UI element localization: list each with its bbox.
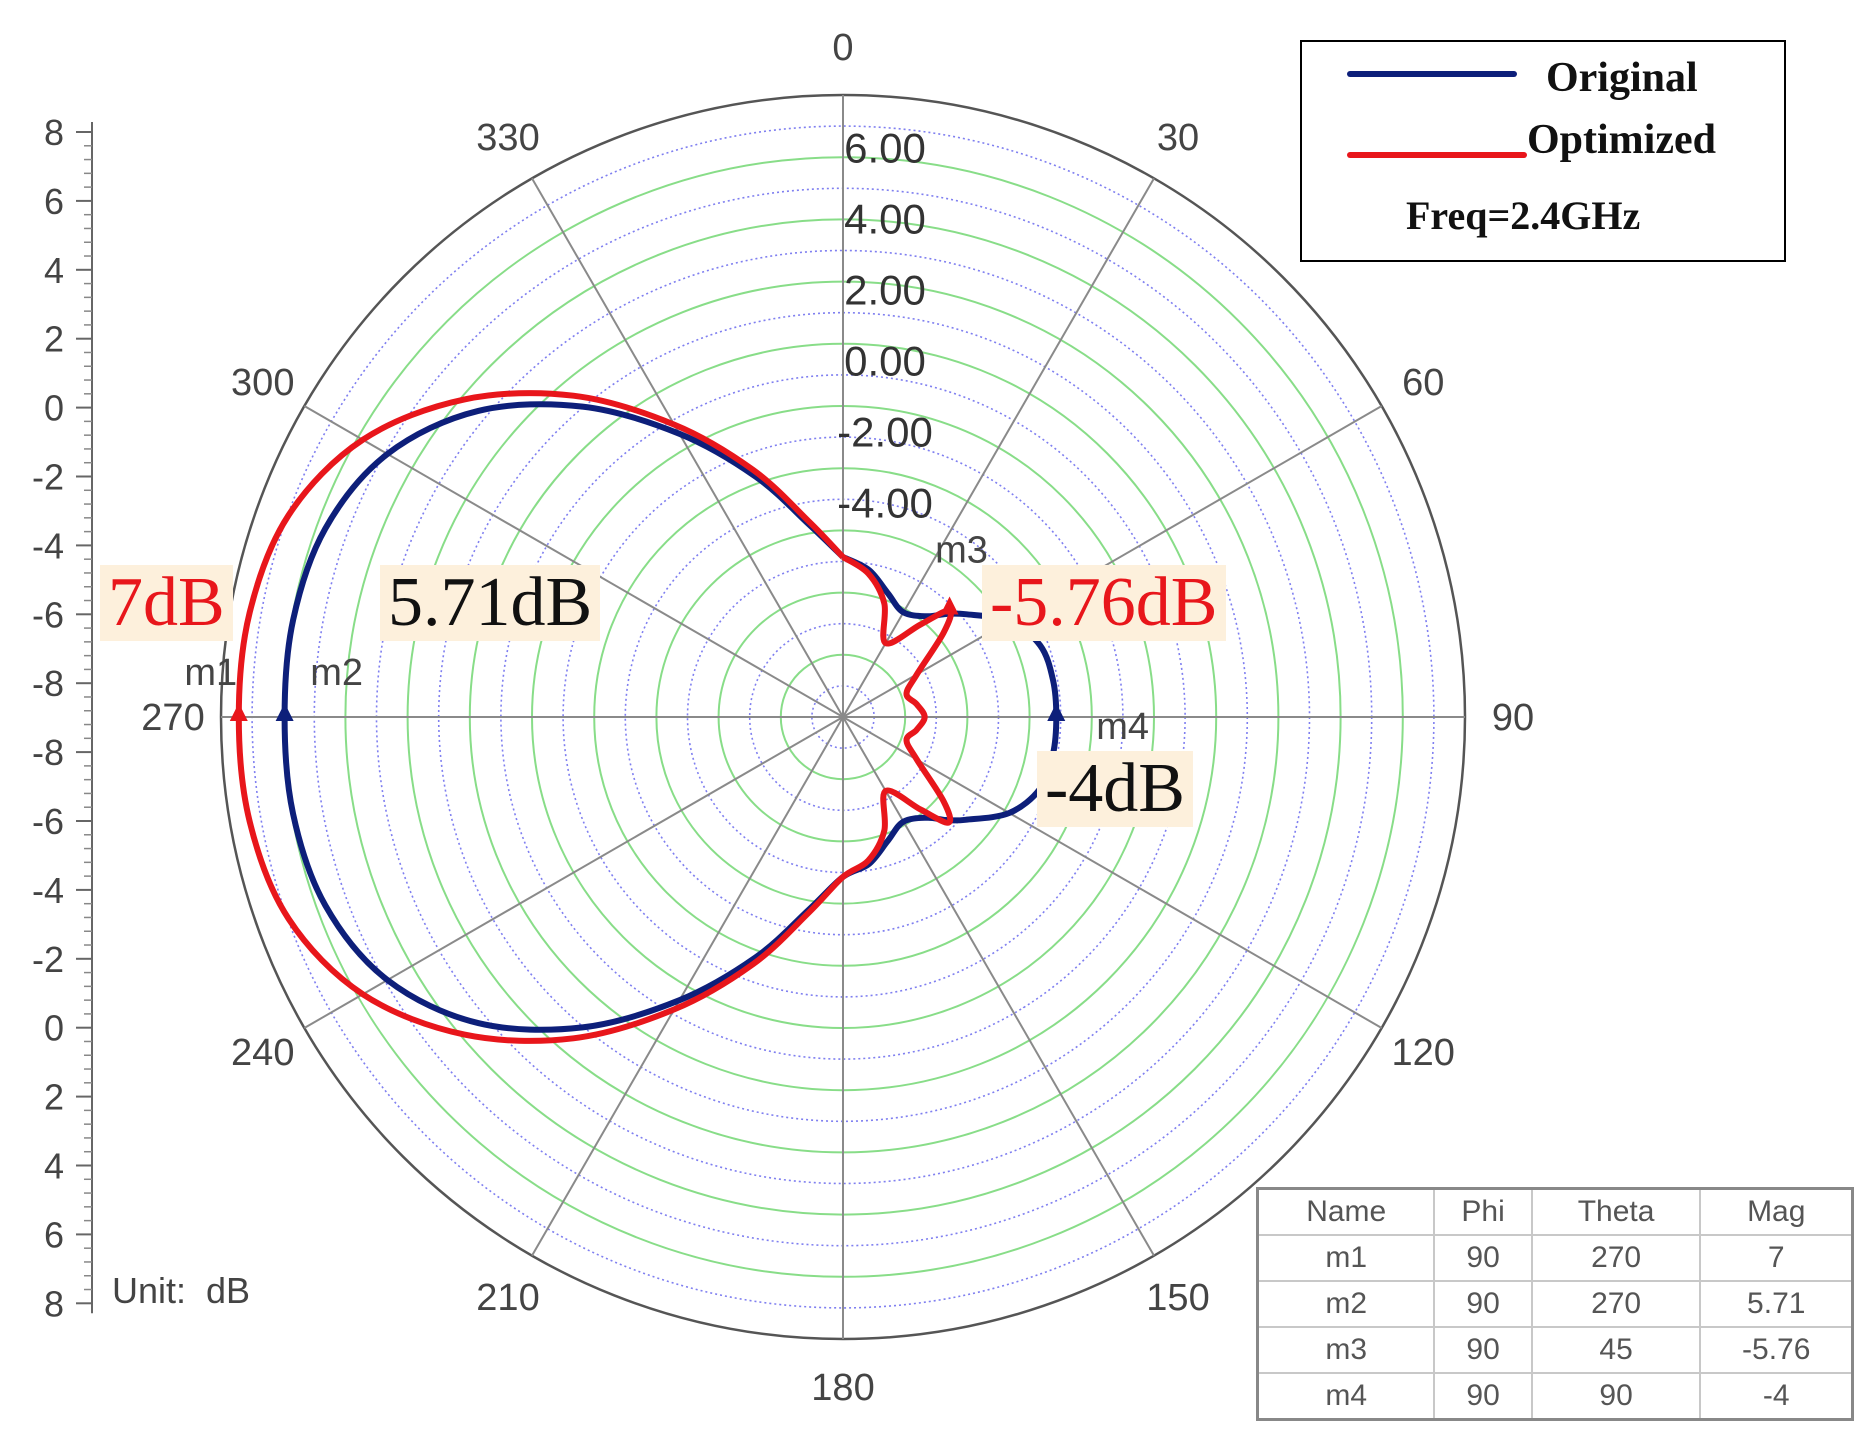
- left-axis-tick-label: -6: [32, 801, 64, 842]
- cell-phi: 90: [1433, 1372, 1533, 1421]
- angle-tick-label: 270: [141, 697, 204, 739]
- legend-label-original: Original: [1546, 55, 1698, 101]
- table-row: m2 90 270 5.71: [1256, 1280, 1854, 1328]
- header-theta: Theta: [1530, 1187, 1702, 1236]
- cell-name: m4: [1256, 1372, 1436, 1421]
- marker-m2-label: m2: [310, 652, 363, 694]
- angle-tick-label: 150: [1146, 1277, 1209, 1319]
- radial-tick-label: 6.00: [844, 124, 926, 171]
- grid-spoke: [842, 177, 1155, 718]
- marker-table: Name Phi Theta Mag m1 90 270 7 m2 90 270…: [1256, 1187, 1854, 1421]
- marker-m3-label: m3: [935, 529, 988, 571]
- left-axis-tick-label: 4: [44, 250, 64, 291]
- grid-spoke: [842, 716, 1155, 1257]
- legend-line-original: [1347, 71, 1517, 77]
- grid-spoke: [842, 716, 1383, 1029]
- legend-label-optimized: Optimized: [1527, 117, 1716, 163]
- cell-theta: 90: [1530, 1372, 1702, 1421]
- cell-theta: 45: [1530, 1326, 1702, 1374]
- radial-tick-label: 4.00: [844, 195, 926, 242]
- radial-tick-label: 2.00: [844, 266, 926, 313]
- cell-mag: 5.71: [1699, 1280, 1854, 1328]
- table-row: m3 90 45 -5.76: [1256, 1326, 1854, 1374]
- polar-grid: [219, 93, 1467, 1341]
- table-row: m1 90 270 7: [1256, 1234, 1854, 1282]
- callout-m2-value: 5.71dB: [380, 565, 601, 641]
- angle-tick-label: 60: [1402, 362, 1444, 404]
- cell-name: m3: [1256, 1326, 1436, 1374]
- cell-name: m2: [1256, 1280, 1436, 1328]
- marker-m1-label: m1: [184, 652, 237, 694]
- marker-m2-triangle: [275, 703, 294, 721]
- series-optimized-curve: [235, 390, 955, 1044]
- angle-tick-label: 210: [476, 1277, 539, 1319]
- header-phi: Phi: [1433, 1187, 1533, 1236]
- angle-tick-label: 90: [1492, 697, 1534, 739]
- left-axis-tick-label: 2: [44, 1077, 64, 1118]
- left-axis-tick-label: 4: [44, 1146, 64, 1187]
- legend: Original Optimized Freq=2.4GHz: [1300, 40, 1786, 262]
- legend-line-optimized: [1347, 152, 1527, 158]
- angle-tick-label: 180: [811, 1367, 874, 1409]
- callout-m4-value: -4dB: [1037, 751, 1193, 827]
- left-axis-tick-label: 2: [44, 319, 64, 360]
- grid-spoke: [842, 405, 1383, 718]
- left-axis-tick-label: -4: [32, 870, 64, 911]
- cell-mag: 7: [1699, 1234, 1854, 1282]
- marker-layer: m1 m2 m3 m4: [184, 529, 1149, 748]
- marker-m3-triangle: [940, 596, 959, 615]
- left-axis-tick-label: -6: [32, 594, 64, 635]
- header-mag: Mag: [1699, 1187, 1854, 1236]
- grid-spoke: [303, 405, 844, 718]
- marker-m4-label: m4: [1096, 706, 1149, 748]
- callout-m3-value: -5.76dB: [982, 565, 1226, 641]
- left-axis-tick-label: -2: [32, 939, 64, 980]
- frequency-label: Freq=2.4GHz: [1406, 193, 1641, 238]
- marker-table-header: Name Phi Theta Mag: [1256, 1187, 1854, 1236]
- grid-spoke: [303, 716, 844, 1029]
- left-axis-tick-label: 6: [44, 181, 64, 222]
- grid-spoke: [531, 177, 844, 718]
- left-axis-tick-label: -2: [32, 457, 64, 498]
- unit-label: Unit: dB: [112, 1270, 251, 1311]
- marker-m1-triangle: [229, 703, 248, 721]
- angle-tick-label: 30: [1157, 117, 1199, 159]
- left-axis-tick-label: 8: [44, 112, 64, 153]
- cell-phi: 90: [1433, 1326, 1533, 1374]
- angle-tick-label: 0: [832, 27, 853, 69]
- cell-theta: 270: [1530, 1234, 1702, 1282]
- left-axis-tick-label: 8: [44, 1283, 64, 1324]
- left-axis-tick-label: 0: [44, 1008, 64, 1049]
- left-axis-tick-label: 6: [44, 1214, 64, 1255]
- angle-tick-label: 240: [231, 1032, 294, 1074]
- radial-tick-label: -2.00: [837, 409, 933, 456]
- cell-theta: 270: [1530, 1280, 1702, 1328]
- cell-phi: 90: [1433, 1280, 1533, 1328]
- left-scale-axis: 8 6 4 2 0 -2 -4 -6 -8 -8 -6 -4 -2 0 2 4 6 8: [32, 112, 93, 1324]
- cell-mag: -5.76: [1699, 1326, 1854, 1374]
- table-row: m4 90 90 -4: [1256, 1372, 1854, 1421]
- left-axis-tick-label: -8: [32, 663, 64, 704]
- cell-mag: -4: [1699, 1372, 1854, 1421]
- callout-m1-value: 7dB: [100, 565, 233, 641]
- angle-tick-label: 300: [231, 362, 294, 404]
- radial-tick-label: 0.00: [844, 338, 926, 385]
- cell-name: m1: [1256, 1234, 1436, 1282]
- left-axis-tick-label: 0: [44, 388, 64, 429]
- angle-tick-label: 120: [1392, 1032, 1455, 1074]
- angle-tick-label: 330: [476, 117, 539, 159]
- radial-tick-label: -4.00: [837, 480, 933, 527]
- left-axis-tick-label: -4: [32, 525, 64, 566]
- marker-m4-triangle: [1047, 703, 1066, 721]
- header-name: Name: [1256, 1187, 1436, 1236]
- cell-phi: 90: [1433, 1234, 1533, 1282]
- grid-spoke: [531, 716, 844, 1257]
- tick-label-layer: 0 30 60 90 120 150 180 210 240 270 300 330 6.00 4.00 2…: [141, 27, 1534, 1409]
- left-axis-tick-label: -8: [32, 732, 64, 773]
